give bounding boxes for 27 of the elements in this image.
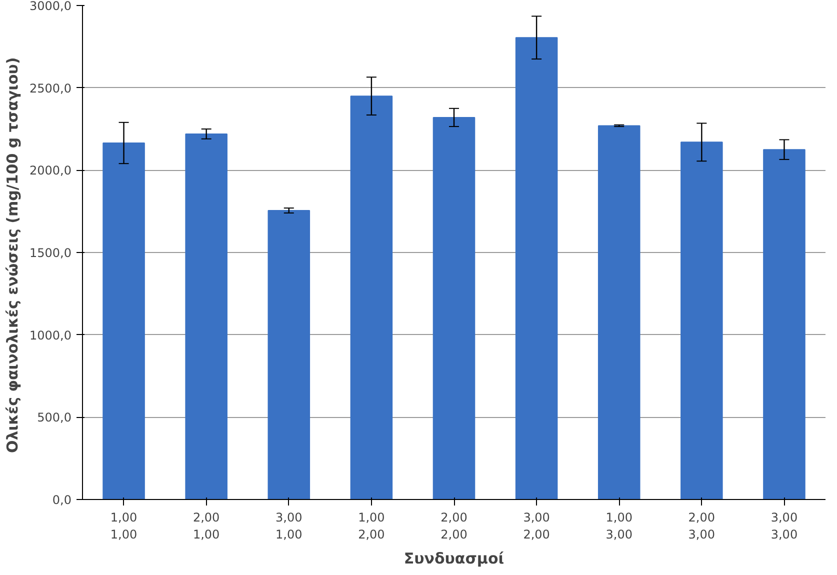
x-tick-label: 3,00 1,00 (276, 510, 302, 542)
x-tick-label: 3,00 3,00 (770, 510, 798, 542)
bar (763, 149, 806, 500)
bar (598, 125, 640, 500)
bar (102, 142, 145, 500)
y-tick-label: 0,0 (52, 493, 72, 507)
bar (268, 210, 310, 500)
bar (515, 37, 558, 500)
y-tick-label: 2000,0 (30, 164, 72, 178)
y-tick-label: 500,0 (37, 410, 72, 425)
bar (680, 142, 723, 500)
y-tick-label: 3000,0 (30, 0, 72, 13)
x-tick-label: 2,00 3,00 (688, 510, 716, 542)
y-axis-title: Ολικές φαινολικές ενώσεις (mg/100 g τσαγιου) (4, 57, 22, 453)
x-tick-label: 3,00 2,00 (523, 510, 550, 542)
x-tick-label: 1,00 1,00 (110, 510, 138, 542)
y-tick-label: 1000,0 (30, 328, 72, 342)
x-tick-label: 1,00 3,00 (606, 510, 632, 542)
y-tick-label: 1500,0 (30, 246, 72, 260)
x-axis-title: Συνδυασμοί (404, 549, 504, 568)
bar (432, 116, 476, 500)
y-tick-label: 2500,0 (30, 81, 72, 96)
x-tick-label: 2,00 1,00 (192, 510, 220, 542)
bar (185, 133, 228, 500)
bar (350, 96, 393, 500)
x-tick-label: 1,00 2,00 (358, 510, 385, 542)
x-tick-label: 2,00 2,00 (440, 510, 468, 542)
